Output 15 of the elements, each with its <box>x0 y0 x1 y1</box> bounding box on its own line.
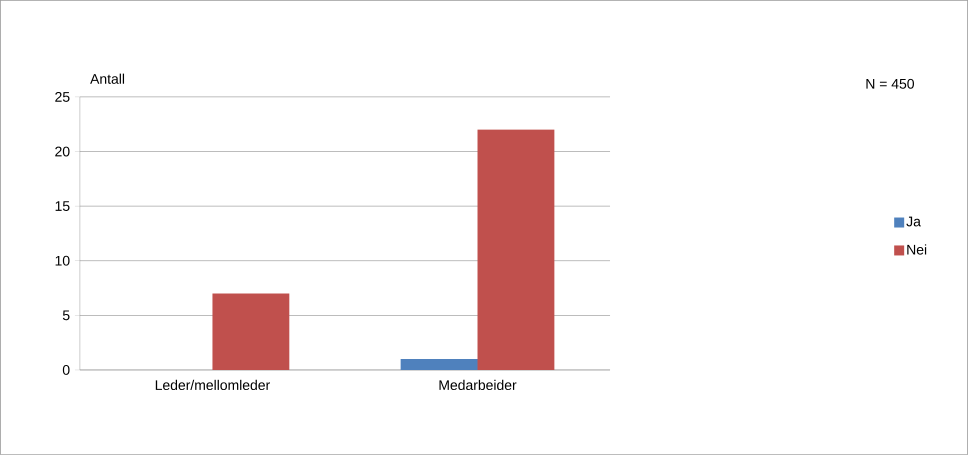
text: N = 450 <box>866 78 914 89</box>
bar <box>212 294 290 370</box>
bar <box>400 359 478 370</box>
y-axis-title: Antall <box>90 74 124 84</box>
x-tick-label: Medarbeider <box>439 380 516 390</box>
bar <box>478 130 554 370</box>
legend-label: Nei <box>907 244 926 255</box>
x-tick-label: Leder/mellomleder <box>156 380 270 390</box>
y-tick-label: 5 <box>62 310 70 320</box>
y-tick-label: 0 <box>62 365 70 375</box>
y-tick-label: 20 <box>55 146 70 157</box>
y-tick-label: 25 <box>55 92 70 102</box>
legend-label: Ja <box>906 216 921 226</box>
y-tick-label: 10 <box>56 256 70 266</box>
y-tick-label: 15 <box>56 201 70 212</box>
